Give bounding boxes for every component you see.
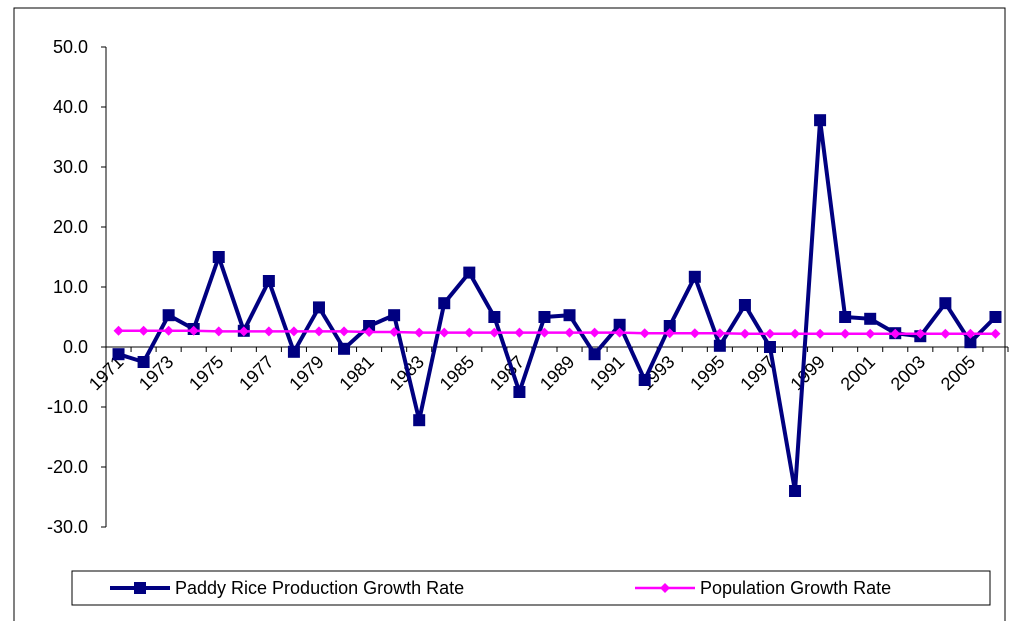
marker	[138, 325, 149, 336]
marker	[613, 318, 626, 331]
marker	[989, 311, 1002, 323]
y-tick-label: 0.0	[63, 337, 88, 357]
marker	[739, 328, 750, 339]
marker	[638, 374, 651, 386]
marker	[814, 114, 827, 127]
marker	[940, 328, 951, 339]
marker	[664, 328, 675, 339]
marker	[287, 345, 300, 358]
marker	[789, 485, 802, 497]
marker	[113, 325, 124, 336]
marker	[840, 328, 851, 339]
marker	[639, 328, 650, 339]
series	[112, 114, 1002, 497]
y-tick-label: 50.0	[53, 37, 88, 57]
marker	[489, 327, 500, 338]
marker	[614, 327, 625, 338]
legend-box	[71, 570, 991, 606]
legend-label: Paddy Rice Production Growth Rate	[175, 578, 464, 598]
marker	[188, 325, 199, 336]
series	[113, 325, 1001, 339]
marker	[137, 356, 150, 368]
y-tick-label: -10.0	[47, 397, 88, 417]
marker	[213, 326, 224, 337]
y-tick-label: 10.0	[53, 277, 88, 297]
marker	[112, 348, 125, 361]
y-tick-label: -30.0	[47, 517, 88, 537]
marker	[513, 386, 526, 398]
marker	[660, 583, 670, 593]
legend-label: Population Growth Rate	[700, 578, 891, 598]
marker	[463, 266, 476, 279]
marker	[162, 309, 175, 322]
marker	[488, 311, 501, 323]
marker	[438, 297, 451, 310]
marker	[688, 270, 701, 283]
marker	[738, 299, 751, 311]
marker	[713, 339, 726, 352]
marker	[364, 327, 375, 337]
marker	[439, 327, 450, 338]
marker	[563, 309, 576, 322]
marker	[939, 297, 952, 310]
marker	[538, 311, 551, 323]
y-tick-label: 30.0	[53, 157, 88, 177]
marker	[464, 327, 475, 338]
marker	[965, 328, 976, 339]
marker	[589, 327, 600, 338]
marker	[312, 301, 325, 314]
marker	[915, 328, 926, 339]
marker	[764, 328, 775, 339]
y-tick-label: 40.0	[53, 97, 88, 117]
marker	[163, 325, 174, 336]
marker	[288, 326, 299, 337]
marker	[338, 342, 351, 355]
marker	[864, 312, 877, 325]
marker	[313, 326, 324, 337]
y-tick-label: -20.0	[47, 457, 88, 477]
marker	[263, 326, 274, 337]
marker	[663, 320, 676, 332]
marker	[413, 414, 426, 427]
legend: Paddy Rice Production Growth Rate Populat…	[71, 570, 991, 606]
marker	[212, 251, 225, 263]
marker	[763, 341, 776, 353]
marker	[588, 348, 601, 361]
marker	[964, 336, 977, 349]
marker	[890, 328, 901, 339]
marker	[790, 328, 801, 339]
marker	[238, 326, 249, 337]
y-tick-label: 20.0	[53, 217, 88, 237]
marker	[689, 328, 700, 339]
marker	[389, 327, 400, 337]
marker	[539, 327, 550, 338]
marker	[990, 328, 1001, 339]
marker	[134, 582, 146, 594]
marker	[388, 309, 401, 322]
marker	[262, 275, 275, 287]
marker	[339, 326, 350, 337]
marker	[564, 327, 575, 338]
marker	[815, 328, 826, 339]
marker	[414, 327, 425, 338]
marker	[363, 320, 376, 332]
marker	[514, 327, 525, 338]
marker	[865, 328, 876, 339]
marker	[714, 328, 725, 339]
marker	[839, 311, 852, 323]
